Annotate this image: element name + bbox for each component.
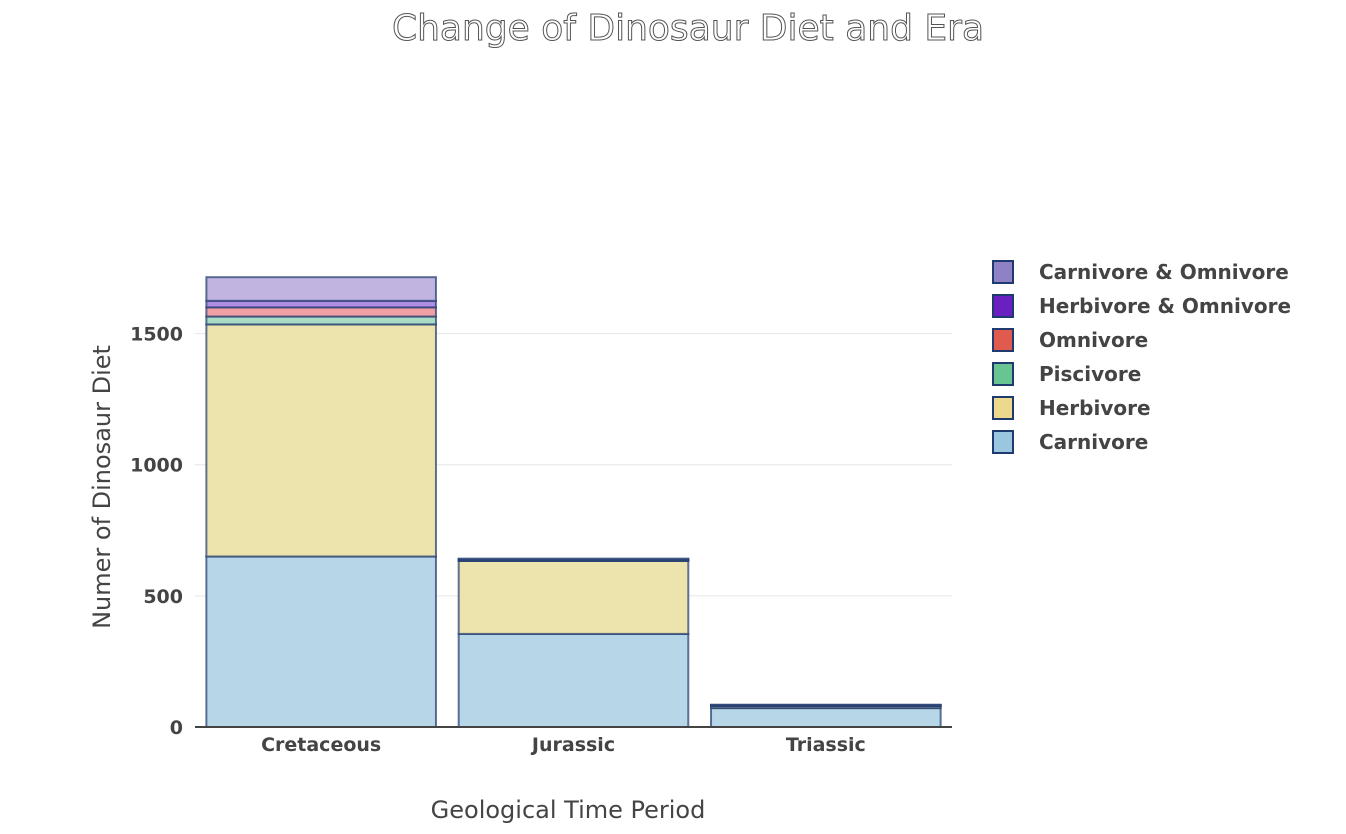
- legend-label[interactable]: Carnivore & Omnivore: [1039, 260, 1289, 284]
- legend-swatch[interactable]: [992, 362, 1014, 386]
- legend-swatch[interactable]: [992, 328, 1014, 352]
- bar-segment[interactable]: [457, 557, 690, 561]
- legend-swatch[interactable]: [992, 396, 1014, 420]
- y-tick-label: 0: [170, 717, 183, 739]
- legend-label[interactable]: Piscivore: [1039, 362, 1141, 386]
- chart-title: Change of Dinosaur Diet and Era: [392, 8, 984, 49]
- bar-segment[interactable]: [205, 323, 437, 558]
- x-tick-label: Cretaceous: [261, 734, 381, 756]
- bar-segment[interactable]: [710, 703, 942, 707]
- y-tick-label: 1000: [130, 455, 183, 477]
- legend-swatch[interactable]: [992, 260, 1014, 284]
- legend-label[interactable]: Omnivore: [1039, 328, 1148, 352]
- bar-segment[interactable]: [205, 306, 437, 318]
- bar-segment[interactable]: [205, 555, 437, 728]
- legend: Carnivore & Omnivore Herbivore & Omnivore…: [992, 260, 1291, 454]
- y-tick-label: 500: [143, 586, 183, 608]
- bar-segment[interactable]: [205, 315, 437, 326]
- y-axis-title: Numer of Dinosaur Diet: [88, 345, 116, 629]
- bar-segment[interactable]: [205, 276, 437, 302]
- legend-swatch[interactable]: [992, 430, 1014, 454]
- bars: [205, 276, 942, 728]
- x-tick-label: Triassic: [786, 734, 866, 756]
- x-tick-label: Jurassic: [530, 734, 615, 756]
- y-tick-label: 1500: [130, 324, 183, 346]
- x-tick-labels: Cretaceous Jurassic Triassic: [261, 734, 866, 756]
- x-axis-title: Geological Time Period: [431, 796, 706, 824]
- bar-segment[interactable]: [710, 707, 942, 728]
- legend-swatch[interactable]: [992, 294, 1014, 318]
- y-tick-labels: 0 500 1000 1500: [130, 324, 183, 739]
- bar-segment[interactable]: [457, 559, 690, 635]
- bar-segment[interactable]: [457, 632, 690, 728]
- legend-label[interactable]: Herbivore: [1039, 396, 1151, 420]
- legend-label[interactable]: Carnivore: [1039, 430, 1148, 454]
- legend-label[interactable]: Herbivore & Omnivore: [1039, 294, 1291, 318]
